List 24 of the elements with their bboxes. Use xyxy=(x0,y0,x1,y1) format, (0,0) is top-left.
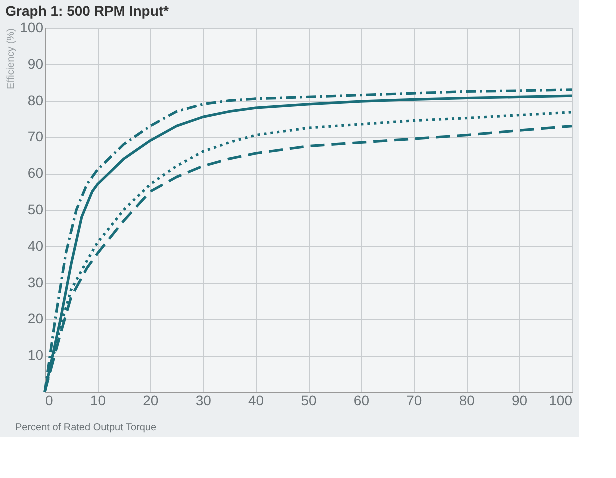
x-tick-label: 50 xyxy=(301,392,317,408)
x-tick-label: 90 xyxy=(512,392,528,408)
x-tick-label: 100 xyxy=(549,392,573,408)
y-tick-label: 80 xyxy=(28,92,44,108)
x-tick-label: 30 xyxy=(196,392,212,408)
x-tick-label: 40 xyxy=(248,392,264,408)
y-axis-title: Efficiency (%) xyxy=(6,28,18,90)
x-tick-label: 70 xyxy=(406,392,422,408)
y-tick-label: 50 xyxy=(28,202,44,218)
y-tick-label: 60 xyxy=(28,165,44,182)
x-tick-label: 60 xyxy=(354,392,370,408)
y-tick-label: 40 xyxy=(28,238,44,254)
y-tick-label: 70 xyxy=(28,128,44,145)
y-tick-label: 90 xyxy=(28,56,44,72)
y-tick-label: 20 xyxy=(28,310,44,327)
x-axis-title: Percent of Rated Output Torque xyxy=(16,422,157,434)
chart-title: Graph 1: 500 RPM Input* xyxy=(6,3,170,19)
x-tick-label: 0 xyxy=(46,392,54,408)
y-tick-label: 10 xyxy=(28,347,44,364)
x-tick-label: 10 xyxy=(90,392,106,408)
x-tick-label: 80 xyxy=(459,392,476,408)
x-tick-label: 20 xyxy=(143,392,159,408)
y-tick-label: 100 xyxy=(20,20,44,36)
y-tick-label: 30 xyxy=(28,274,44,290)
